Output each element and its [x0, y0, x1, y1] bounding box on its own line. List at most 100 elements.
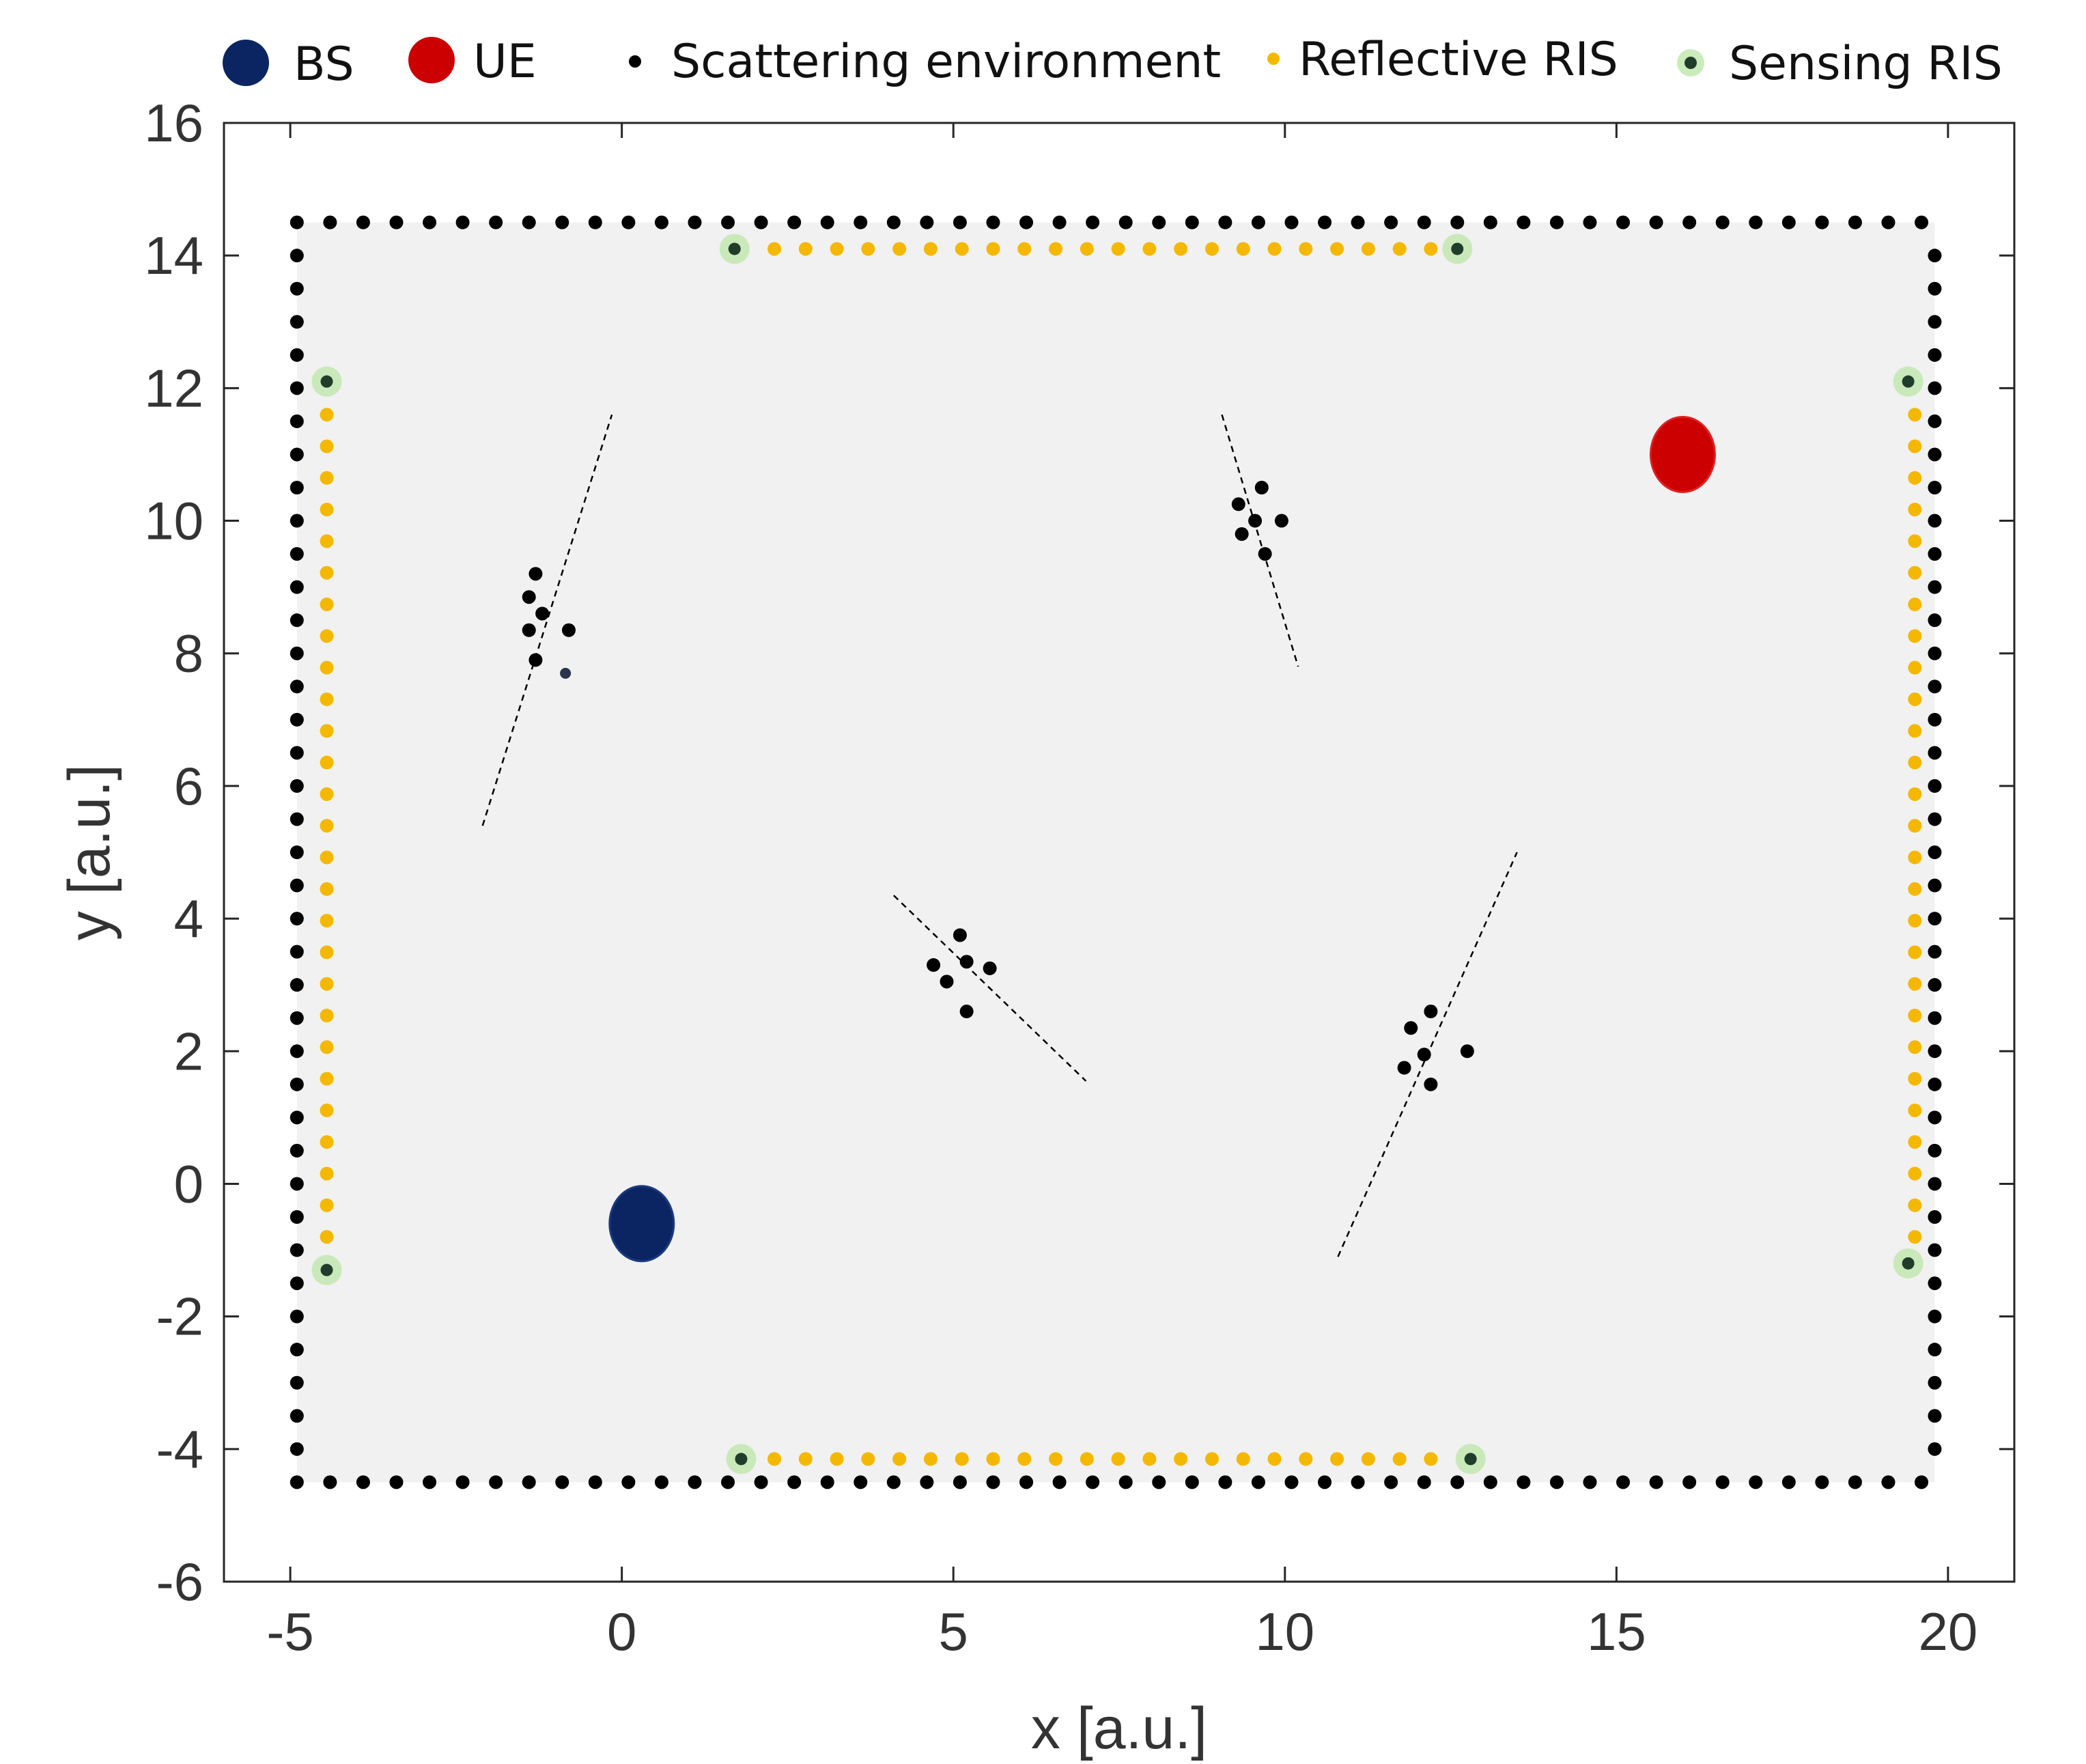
- boundary-scatter-point: [654, 215, 668, 229]
- boundary-scatter-point: [1118, 215, 1133, 229]
- boundary-scatter-point: [1928, 1375, 1942, 1390]
- boundary-scatter-point: [886, 215, 901, 229]
- boundary-scatter-point: [688, 1475, 702, 1489]
- reflective-ris-element: [955, 242, 969, 256]
- boundary-scatter-point: [754, 1475, 768, 1489]
- boundary-scatter-point: [1928, 1210, 1942, 1224]
- boundary-scatter-point: [1483, 215, 1497, 229]
- reflective-ris-element: [320, 439, 334, 453]
- reflective-ris-element: [1299, 242, 1313, 256]
- reflective-ris-element: [1908, 850, 1922, 865]
- reflective-ris-element: [1299, 1452, 1313, 1466]
- boundary-scatter-point: [1928, 646, 1942, 660]
- boundary-scatter-point: [290, 1409, 304, 1423]
- boundary-scatter-point: [323, 215, 337, 229]
- reflective-ris-element: [923, 1452, 938, 1466]
- reflective-ris-element: [1111, 1452, 1125, 1466]
- boundary-scatter-point: [886, 1475, 901, 1489]
- cluster-scatter-point: [1417, 1048, 1431, 1062]
- boundary-scatter-point: [1086, 215, 1100, 229]
- boundary-scatter-point: [1928, 281, 1942, 296]
- boundary-scatter-point: [1086, 1475, 1100, 1489]
- reflective-ris-element: [1908, 787, 1922, 801]
- boundary-scatter-point: [290, 1309, 304, 1324]
- boundary-scatter-point: [1284, 215, 1299, 229]
- boundary-scatter-point: [1517, 1475, 1531, 1489]
- boundary-scatter-point: [1185, 215, 1199, 229]
- boundary-scatter-point: [1450, 215, 1465, 229]
- reflective-ris-element: [1111, 242, 1125, 256]
- y-axis-title: y [a.u.]: [57, 764, 122, 940]
- cluster-scatter-point: [959, 1005, 974, 1019]
- boundary-scatter-point: [621, 215, 636, 229]
- boundary-scatter-point: [1928, 746, 1942, 760]
- boundary-scatter-point: [290, 1110, 304, 1125]
- boundary-scatter-point: [1218, 215, 1232, 229]
- boundary-scatter-point: [455, 215, 470, 229]
- boundary-scatter-point: [1815, 1475, 1829, 1489]
- reflective-ris-element: [767, 242, 782, 256]
- y-tick-label: 8: [174, 624, 203, 684]
- boundary-scatter-point: [1915, 1475, 1929, 1489]
- boundary-scatter-point: [290, 281, 304, 296]
- y-tick-label: -2: [156, 1287, 203, 1347]
- boundary-scatter-point: [290, 1442, 304, 1456]
- boundary-scatter-point: [1928, 878, 1942, 893]
- boundary-scatter-point: [1928, 381, 1942, 395]
- boundary-scatter-point: [290, 878, 304, 893]
- boundary-scatter-point: [290, 912, 304, 926]
- reflective-ris-element: [1908, 882, 1922, 896]
- boundary-scatter-point: [1351, 215, 1365, 229]
- cluster-scatter-point: [561, 623, 576, 637]
- boundary-scatter-point: [721, 1475, 735, 1489]
- y-tick-label: 4: [174, 888, 203, 949]
- cluster-scatter-point: [528, 567, 543, 581]
- cluster-scatter-point: [1235, 527, 1249, 541]
- boundary-scatter-point: [654, 1475, 668, 1489]
- cluster-scatter-point: [1248, 514, 1263, 528]
- cluster-scatter-point: [1231, 497, 1245, 512]
- cluster-scatter-point: [1404, 1021, 1418, 1035]
- reflective-ris-element: [861, 1452, 875, 1466]
- boundary-scatter-point: [1251, 1475, 1265, 1489]
- boundary-scatter-point: [1450, 1475, 1465, 1489]
- ue-marker: [1649, 415, 1716, 493]
- ticks-layer: -5 0 5 10 15 20 -6 -4 -2 0 2 4 6 8 10 12 14 16: [144, 93, 2014, 1662]
- reflective-ris-element: [1908, 724, 1922, 738]
- legend-ue-marker: [408, 37, 455, 83]
- boundary-scatter-point: [1152, 1475, 1166, 1489]
- reflective-ris-element: [923, 242, 938, 256]
- boundary-scatter-point: [1483, 1475, 1497, 1489]
- boundary-scatter-point: [1928, 1442, 1942, 1456]
- boundary-scatter-point: [1649, 215, 1663, 229]
- boundary-scatter-point: [290, 1343, 304, 1357]
- reflective-ris-element: [320, 660, 334, 675]
- reflective-ris-element: [1142, 242, 1157, 256]
- boundary-scatter-point: [953, 215, 967, 229]
- boundary-scatter-point: [1549, 215, 1564, 229]
- boundary-scatter-point: [290, 580, 304, 594]
- boundary-scatter-point: [1848, 215, 1862, 229]
- boundary-scatter-point: [290, 680, 304, 694]
- boundary-scatter-point: [787, 215, 802, 229]
- boundary-scatter-point: [1417, 215, 1431, 229]
- reflective-ris-element: [1236, 242, 1250, 256]
- boundary-scatter-point: [1928, 1243, 1942, 1257]
- boundary-scatter-point: [1749, 1475, 1763, 1489]
- boundary-scatter-point: [986, 215, 1000, 229]
- boundary-scatter-point: [290, 613, 304, 628]
- cluster-scatter-point: [983, 961, 997, 975]
- boundary-scatter-point: [1928, 944, 1942, 959]
- x-tick-label: 15: [1587, 1601, 1646, 1662]
- boundary-scatter-point: [1928, 978, 1942, 992]
- reflective-ris-element: [1908, 692, 1922, 706]
- y-tick-label: -6: [156, 1552, 203, 1612]
- legend-scatter-label: Scattering environment: [671, 35, 1221, 89]
- reflective-ris-element: [1142, 1452, 1157, 1466]
- boundary-scatter-point: [1715, 1475, 1730, 1489]
- boundary-scatter-point: [522, 1475, 536, 1489]
- boundary-scatter-point: [423, 1475, 437, 1489]
- boundary-scatter-point: [1616, 215, 1631, 229]
- cluster-scatter-point: [528, 653, 543, 667]
- reflective-ris-element: [320, 1040, 334, 1054]
